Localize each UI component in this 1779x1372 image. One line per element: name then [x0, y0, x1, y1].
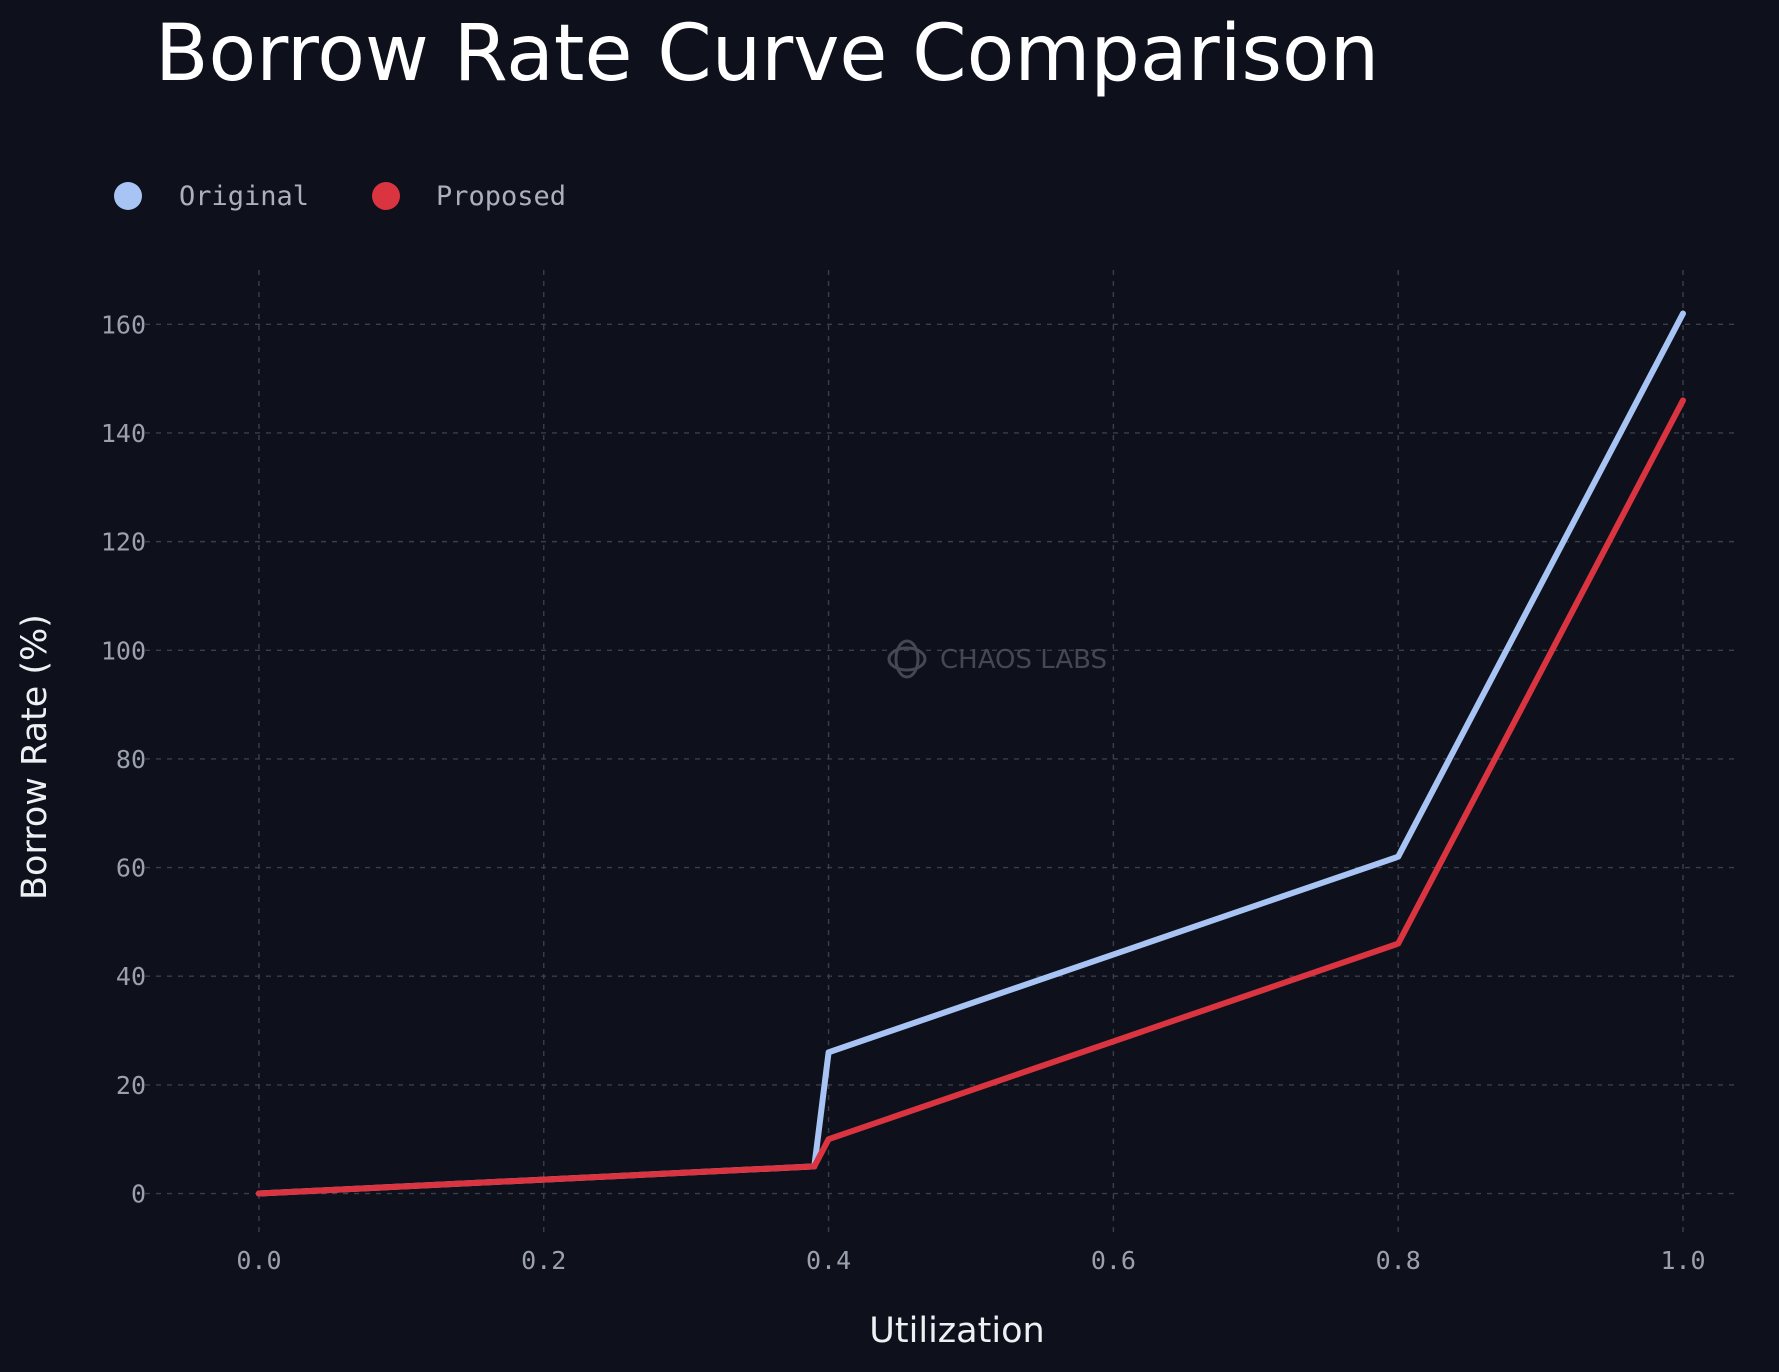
x-tick-labels: 0.0 0.2 0.4 0.6 0.8 1.0 [236, 1246, 1705, 1275]
x-tick-label: 0.8 [1376, 1246, 1421, 1275]
y-tick-labels: 0 20 40 60 80 100 120 140 160 [101, 310, 146, 1208]
y-tick-label: 160 [101, 310, 146, 339]
x-axis-label: Utilization [869, 1311, 1044, 1351]
chaos-labs-logo-icon [887, 639, 927, 679]
x-tick-label: 0.6 [1091, 1246, 1136, 1275]
watermark: CHAOS LABS [887, 639, 1107, 679]
grid-horizontal [145, 323, 1740, 1195]
y-axis-label: Borrow Rate (%) [15, 614, 55, 900]
y-tick-label: 140 [101, 419, 146, 448]
y-tick-label: 40 [116, 962, 146, 991]
x-tick-label: 0.0 [236, 1246, 281, 1275]
y-tick-label: 100 [101, 636, 146, 665]
legend: Original Proposed [114, 181, 566, 212]
x-tick-label: 0.4 [806, 1246, 851, 1275]
x-tick-label: 0.2 [521, 1246, 566, 1275]
watermark-text: CHAOS LABS [940, 645, 1107, 675]
series-layer [255, 310, 1686, 1197]
legend-label-proposed: Proposed [436, 181, 566, 212]
series-line-original [255, 310, 1686, 1197]
legend-label-original: Original [179, 181, 309, 212]
series-line-proposed [255, 397, 1686, 1197]
chart-title: Borrow Rate Curve Comparison [155, 9, 1379, 99]
y-tick-label: 120 [101, 528, 146, 557]
legend-marker-original [114, 182, 142, 210]
y-tick-label: 0 [131, 1180, 146, 1209]
y-tick-label: 60 [116, 854, 146, 883]
y-tick-label: 80 [116, 745, 146, 774]
x-tick-label: 1.0 [1660, 1246, 1705, 1275]
y-tick-label: 20 [116, 1071, 146, 1100]
legend-marker-proposed [372, 182, 400, 210]
